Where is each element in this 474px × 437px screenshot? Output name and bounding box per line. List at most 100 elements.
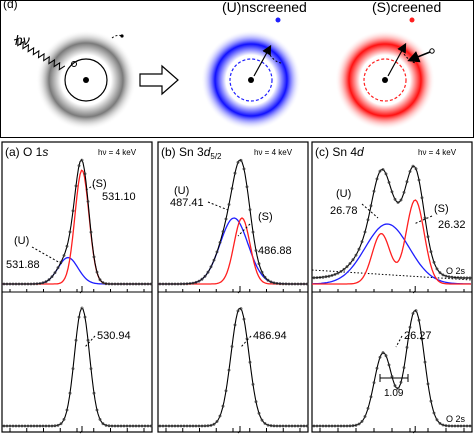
data-point [423, 360, 427, 364]
data-point [242, 167, 246, 171]
data-point [369, 395, 373, 399]
data-point [104, 282, 108, 286]
data-point [77, 164, 81, 168]
data-point [53, 271, 57, 275]
red-trace [403, 53, 417, 64]
data-point [128, 424, 132, 428]
data-point [468, 424, 472, 428]
data-point [345, 265, 349, 269]
data-point [89, 230, 93, 234]
data-point [468, 276, 472, 280]
data-point [86, 338, 90, 342]
data-point [5, 282, 9, 286]
data-point [137, 282, 141, 286]
data-point [161, 282, 165, 286]
data-point [83, 315, 87, 319]
blue-arrow [253, 44, 272, 77]
data-point [23, 424, 27, 428]
data-point [459, 276, 463, 280]
data-point [305, 282, 309, 286]
label-screened-value: 486.88 [258, 245, 292, 257]
data-point [80, 306, 84, 310]
data-point [149, 282, 153, 286]
data-point [260, 418, 264, 422]
data-point [393, 197, 397, 201]
data-point [35, 282, 39, 286]
data-point [378, 355, 382, 359]
data-point [197, 279, 201, 283]
data-point [8, 424, 12, 428]
photon-energy-label: hν = 4 keV [418, 148, 457, 157]
label-unscreened-tag: (U) [174, 185, 189, 197]
data-point [432, 411, 436, 415]
data-point [372, 189, 376, 193]
schematic-label: (d) [3, 0, 18, 11]
data-point [408, 170, 412, 173]
data-point [203, 424, 207, 428]
data-point [399, 380, 403, 384]
leader-line [413, 215, 433, 225]
blue-trace [269, 54, 283, 64]
data-point [453, 424, 457, 428]
gray-trace-dot [120, 34, 124, 38]
data-point [354, 423, 358, 427]
data-point [194, 280, 198, 284]
data-point [375, 177, 379, 181]
data-point [333, 272, 337, 276]
data-point [248, 360, 252, 364]
data-point [462, 424, 466, 428]
data-point [2, 424, 6, 428]
leader-line [85, 184, 95, 191]
data-point [182, 282, 186, 286]
data-point [158, 424, 162, 428]
data-point [357, 422, 361, 426]
data-point [101, 422, 105, 426]
label-screened-tag: (S) [434, 203, 449, 215]
data-point [50, 275, 54, 279]
data-point [299, 282, 303, 286]
data-point [272, 424, 276, 428]
data-point [92, 391, 96, 395]
data-point [302, 282, 306, 286]
data-point [17, 424, 21, 428]
atom-gray: hν [13, 30, 136, 130]
data-point [212, 422, 216, 426]
data-point [263, 275, 267, 279]
data-point [245, 185, 249, 189]
gray-orbit [64, 58, 108, 102]
data-point [227, 203, 231, 206]
gray-electron [71, 61, 77, 67]
data-point [110, 282, 114, 286]
data-point [408, 325, 412, 329]
data-point [296, 424, 300, 428]
data-point [435, 418, 439, 422]
data-point [432, 260, 436, 264]
data-point [435, 267, 439, 271]
data-point [173, 282, 177, 286]
data-point [47, 278, 51, 282]
peak-mark [412, 426, 416, 434]
data-point [324, 424, 328, 428]
data-point [215, 250, 219, 254]
data-point [405, 180, 409, 184]
data-point [342, 267, 346, 271]
data-point [402, 190, 406, 194]
panel-title: (a) O 1s [5, 145, 48, 159]
red-arrow [387, 42, 407, 77]
data-point [266, 423, 270, 427]
total-fit-curve [312, 165, 472, 279]
data-point [375, 366, 379, 370]
data-point [290, 424, 294, 428]
data-point [293, 424, 297, 428]
data-point [429, 399, 433, 403]
data-point [131, 282, 135, 286]
data-point [284, 282, 288, 286]
lower-curve [312, 309, 471, 427]
data-point [5, 424, 9, 428]
data-point [257, 411, 261, 415]
data-point [299, 424, 303, 428]
leader-line [361, 203, 379, 219]
data-point [465, 424, 469, 428]
red-hole [429, 48, 435, 54]
label-screened-value: 26.32 [438, 219, 466, 231]
